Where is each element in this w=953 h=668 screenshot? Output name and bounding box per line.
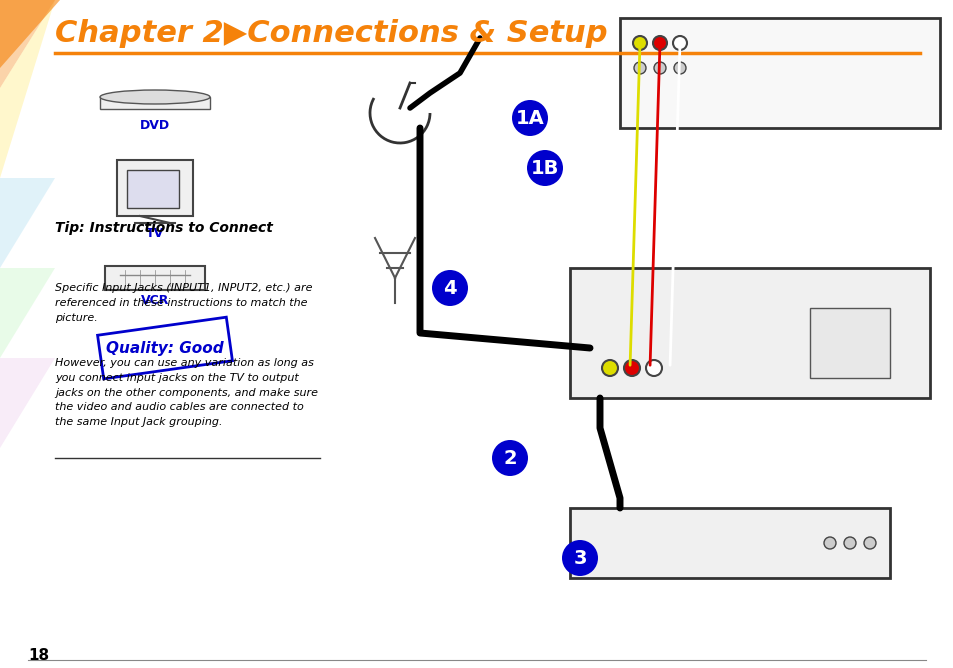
Polygon shape: [0, 0, 60, 68]
Circle shape: [561, 540, 598, 576]
Polygon shape: [0, 0, 55, 88]
FancyBboxPatch shape: [97, 317, 233, 379]
Text: 1B: 1B: [530, 158, 558, 178]
Circle shape: [623, 360, 639, 376]
Circle shape: [843, 537, 855, 549]
FancyBboxPatch shape: [619, 18, 939, 128]
Circle shape: [645, 360, 661, 376]
Text: 2: 2: [502, 448, 517, 468]
FancyBboxPatch shape: [117, 160, 193, 216]
Text: VCR: VCR: [141, 293, 169, 307]
Circle shape: [634, 62, 645, 74]
Circle shape: [672, 36, 686, 50]
Polygon shape: [100, 97, 210, 109]
FancyBboxPatch shape: [127, 170, 179, 208]
FancyBboxPatch shape: [569, 508, 889, 578]
Text: TV: TV: [146, 226, 164, 240]
Circle shape: [512, 100, 547, 136]
FancyBboxPatch shape: [809, 308, 889, 378]
Text: 4: 4: [443, 279, 456, 297]
Circle shape: [432, 270, 468, 306]
Text: Tip: Instructions to Connect: Tip: Instructions to Connect: [55, 221, 273, 235]
Polygon shape: [0, 268, 55, 358]
Polygon shape: [0, 178, 55, 268]
Text: Quality: Good: Quality: Good: [106, 341, 224, 355]
Circle shape: [863, 537, 875, 549]
FancyBboxPatch shape: [105, 266, 205, 290]
Text: 1A: 1A: [515, 108, 544, 128]
Text: However, you can use any variation as long as
you connect input jacks on the TV : However, you can use any variation as lo…: [55, 358, 317, 428]
Polygon shape: [0, 358, 55, 448]
FancyBboxPatch shape: [569, 268, 929, 398]
Text: 18: 18: [28, 649, 49, 663]
Circle shape: [601, 360, 618, 376]
Text: Chapter 2▶Connections & Setup: Chapter 2▶Connections & Setup: [55, 19, 607, 47]
Circle shape: [526, 150, 562, 186]
Text: 3: 3: [573, 548, 586, 568]
Text: Specific Input Jacks (INPUT1, INPUT2, etc.) are
referenced in these instructions: Specific Input Jacks (INPUT1, INPUT2, et…: [55, 283, 313, 323]
Text: DVD: DVD: [140, 118, 170, 132]
Circle shape: [823, 537, 835, 549]
Circle shape: [633, 36, 646, 50]
Circle shape: [673, 62, 685, 74]
Circle shape: [652, 36, 666, 50]
Polygon shape: [0, 0, 55, 178]
Circle shape: [492, 440, 527, 476]
Circle shape: [654, 62, 665, 74]
Ellipse shape: [100, 90, 210, 104]
